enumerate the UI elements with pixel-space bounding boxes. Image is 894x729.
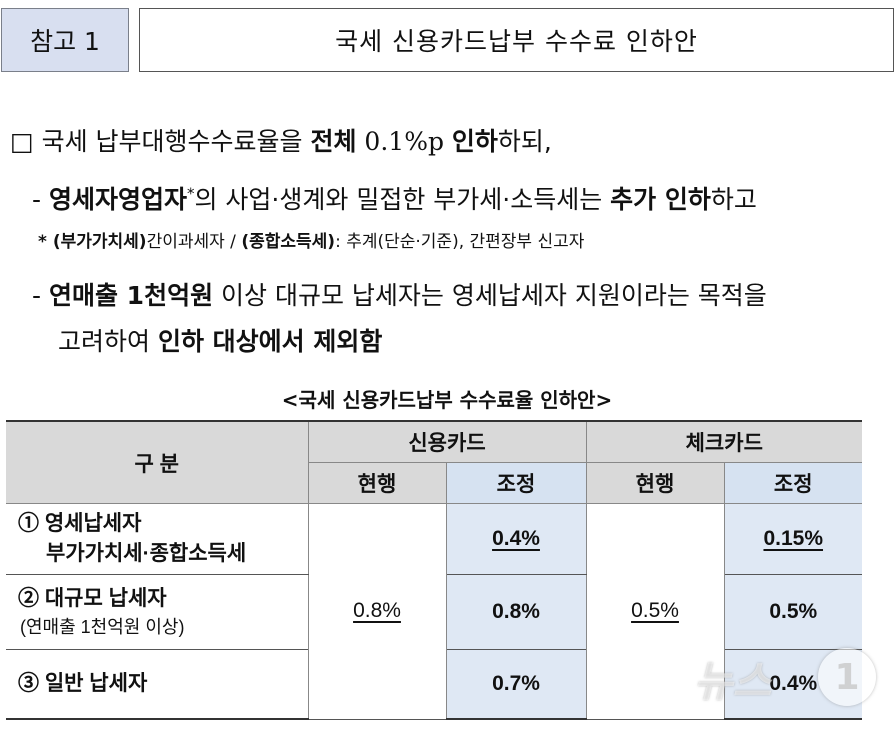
reference-label-text: 참고 1 — [30, 27, 100, 56]
check-adjusted-text: 0.4% — [769, 672, 818, 695]
credit-adjusted-value: 0.4% — [445, 503, 587, 575]
check-adjusted-value: 0.5% — [723, 574, 862, 650]
credit-current-header: 현행 — [307, 462, 447, 504]
table-header-row: 구 분 신용카드 체크카드 — [6, 420, 862, 504]
table-row: ③ 일반 납세자 0.7% 0.4% — [6, 649, 862, 720]
document-title-text: 국세 신용카드납부 수수료 인하안 — [335, 27, 698, 56]
table-row: ① 영세납세자 부가가치세·종합소득세 0.8% 0.4% 0.5% 0.15% — [6, 503, 862, 720]
footnote-line: * (부가가치세)간이과세자 / (종합소득세): 추계(단순·기준), 간편장… — [38, 227, 584, 252]
row-label: ① 영세납세자 — [18, 511, 142, 535]
watermark-text: 뉴스 — [694, 657, 772, 706]
line1-bold-cut: 인하 — [451, 127, 498, 156]
policy-line-2: - 영세자영업자*의 사업·생계와 밀접한 부가세·소득세는 추가 인하하고 — [32, 180, 757, 216]
check-current-text: 0.5% — [631, 599, 679, 623]
credit-adjusted-text: 0.4% — [492, 527, 540, 550]
footnote-income-tax: (종합소득세) — [241, 232, 336, 252]
reference-label: 참고 1 — [1, 8, 129, 72]
dash-bullet: - — [32, 185, 49, 214]
footnote-star: * — [38, 232, 53, 252]
watermark-mark: 1 — [834, 656, 860, 698]
check-adjusted-value: 0.15% — [723, 503, 862, 575]
line5-bold-excluded: 인하 대상에서 제외함 — [157, 327, 383, 356]
row-category: ① 영세납세자 부가가치세·종합소득세 — [6, 503, 309, 575]
line4-text: 이상 대규모 납세자는 영세납세자 지원이라는 목적을 — [213, 281, 767, 310]
dash-bullet: - — [32, 281, 49, 310]
table-row: ② 대규모 납세자 (연매출 1천억원 이상) 0.8% 0.5% — [6, 574, 862, 650]
line1-bold-all: 전체 — [310, 127, 357, 156]
credit-adjusted-text: 0.7% — [492, 672, 540, 695]
policy-line-4: - 연매출 1천억원 이상 대규모 납세자는 영세납세자 지원이라는 목적을 — [32, 276, 767, 312]
check-current-value: 0.5% — [585, 503, 725, 720]
credit-adjusted-header: 조정 — [445, 462, 587, 504]
table-subheader-row: 현행 조정 현행 조정 — [6, 462, 862, 504]
line4-bold-revenue: 연매출 1천억원 — [48, 281, 214, 310]
line1-end: 하되, — [497, 127, 552, 156]
line1-text: 국세 납부대행수수료율을 — [33, 127, 311, 156]
news1-logo-icon: 1 — [818, 648, 876, 706]
credit-adjusted-text: 0.8% — [492, 600, 540, 623]
row-label: ③ 일반 납세자 — [18, 671, 148, 695]
line1-rate: 0.1%p — [356, 127, 452, 156]
credit-current-text: 0.8% — [353, 599, 401, 623]
row-label: ② 대규모 납세자 — [18, 586, 167, 610]
check-adjusted-text: 0.5% — [769, 600, 818, 623]
check-card-header: 체크카드 — [585, 420, 862, 463]
document-title: 국세 신용카드납부 수수료 인하안 — [139, 8, 894, 72]
footnote-marker: * — [186, 184, 195, 203]
credit-card-header: 신용카드 — [307, 420, 587, 463]
check-adjusted-header: 조정 — [723, 462, 862, 504]
check-current-header: 현행 — [585, 462, 725, 504]
policy-line-5: 고려하여 인하 대상에서 제외함 — [58, 322, 382, 358]
row-category: ② 대규모 납세자 (연매출 1천억원 이상) — [6, 574, 309, 650]
table-caption: <국세 신용카드납부 수수료율 인하안> — [281, 388, 613, 412]
credit-current-value: 0.8% — [307, 503, 447, 720]
row-sublabel: (연매출 1천억원 이상) — [20, 617, 185, 638]
fee-rate-table: 구 분 신용카드 체크카드 현행 조정 현행 조정 ① 영세납세자 부가가치세·… — [6, 420, 862, 720]
line5-text: 고려하여 — [58, 327, 158, 356]
credit-adjusted-value: 0.8% — [445, 574, 587, 650]
line2-text: 의 사업·생계와 밀접한 부가세·소득세는 — [194, 185, 611, 214]
credit-adjusted-value: 0.7% — [445, 649, 587, 720]
footnote-vat: (부가가치세) — [52, 232, 147, 252]
checkbox-bullet: □ — [10, 127, 34, 156]
line2-end: 하고 — [710, 185, 757, 214]
row-category: ③ 일반 납세자 — [6, 649, 309, 720]
check-adjusted-text: 0.15% — [763, 527, 824, 550]
line2-bold-smallbiz: 영세자영업자 — [48, 185, 187, 214]
news1-watermark: 뉴스 — [694, 648, 771, 709]
footnote-end: : 추계(단순·기준), 간편장부 신고자 — [335, 232, 585, 252]
row-sublabel: 부가가치세·종합소득세 — [46, 542, 247, 565]
line2-bold-extra-cut: 추가 인하 — [610, 185, 711, 214]
category-header: 구 분 — [6, 420, 309, 504]
footnote-text: 간이과세자 / — [146, 232, 242, 252]
policy-line-1: □ 국세 납부대행수수료율을 전체 0.1%p 인하하되, — [10, 122, 552, 158]
